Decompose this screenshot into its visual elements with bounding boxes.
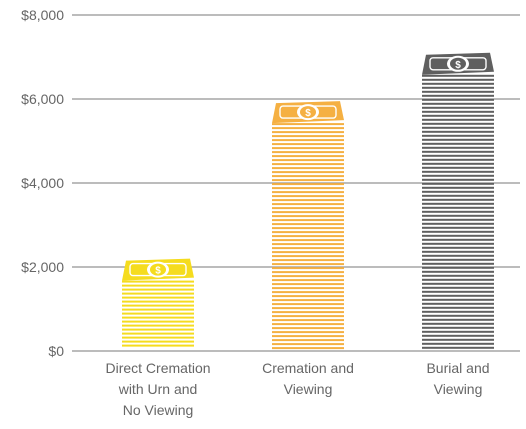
bill-stack-stripes [122,280,194,347]
y-tick-label: $8,000 [21,7,64,23]
dollar-bill-icon: $ [122,258,194,281]
bill-stack-stripes [272,123,344,350]
bill-stack-stripes [422,74,494,349]
bar: $ [122,258,194,347]
x-axis: Direct Cremation with Urn and No Viewing Cr… [105,360,489,418]
y-tick-label: $4,000 [21,175,64,191]
y-tick-label: $2,000 [21,259,64,275]
y-tick-label: $6,000 [21,91,64,107]
bars: $ $ $ [122,52,494,350]
dollar-bill-icon: $ [272,101,344,124]
x-tick-label: Burial and Viewing [426,360,489,397]
x-tick-label: Cremation and Viewing [262,360,354,397]
bar: $ [422,52,494,349]
dollar-bill-icon: $ [422,52,494,75]
bar: $ [272,101,344,350]
y-axis: $0 $2,000 $4,000 $6,000 $8,000 [21,7,64,359]
svg-text:$: $ [455,60,461,71]
svg-text:$: $ [305,108,311,119]
x-tick-label: Direct Cremation with Urn and No Viewing [105,360,210,418]
svg-text:$: $ [155,266,161,277]
y-tick-label: $0 [48,343,64,359]
